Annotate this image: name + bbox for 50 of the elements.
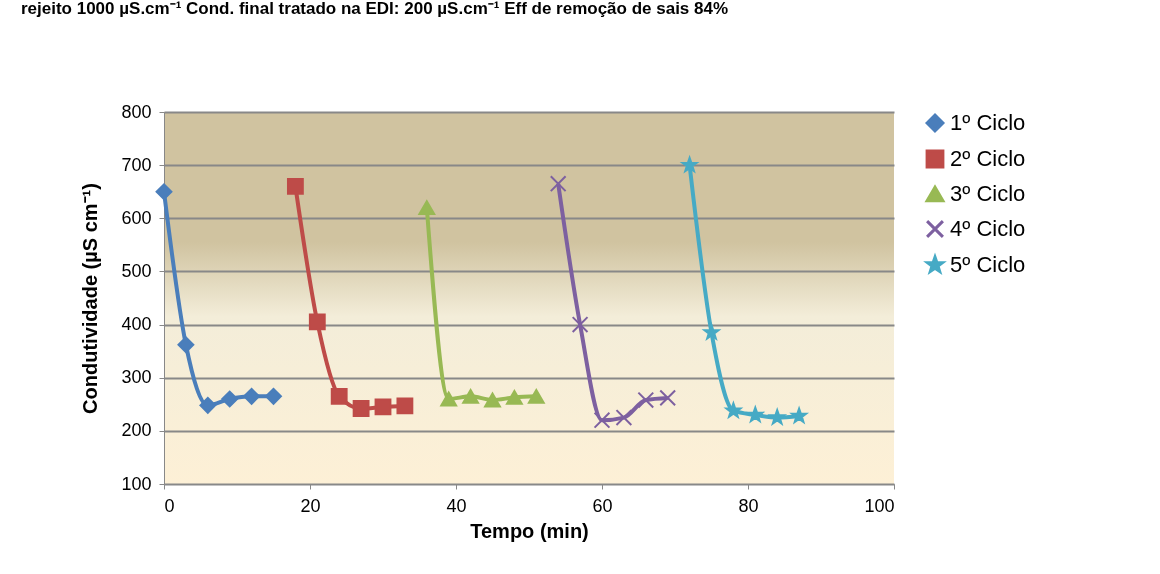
point [265, 387, 282, 405]
chart-title: rejeito 1000 µS.cm⁻¹ Cond. final tratado na EDI: 200 µS.cm⁻¹ Eff de remoção de sais 84% [20, 0, 729, 18]
legend-label: 1º Ciclo [950, 110, 1026, 135]
point [286, 177, 304, 195]
x-tick-label: 80 [738, 495, 759, 516]
point [484, 392, 501, 408]
point [637, 391, 655, 409]
legend-label: 3º Ciclo [950, 181, 1026, 206]
y-tick-label: 600 [121, 207, 152, 228]
y-tick-label: 100 [121, 473, 152, 494]
point [462, 388, 480, 404]
x-tick-label: 0 [164, 495, 175, 516]
point [199, 396, 217, 414]
y-tick-label: 400 [121, 314, 152, 335]
point [593, 411, 611, 429]
point [418, 200, 436, 216]
point [789, 405, 809, 425]
point [615, 409, 633, 426]
point [330, 387, 348, 405]
y-tick-label: 500 [121, 260, 152, 281]
point [703, 324, 720, 340]
point [243, 387, 261, 405]
y-tick-label: 700 [121, 154, 152, 175]
point [221, 390, 239, 408]
point [440, 391, 458, 407]
point [549, 175, 567, 193]
x-axis-title: Tempo (min) [470, 519, 589, 542]
point [505, 389, 523, 405]
point [352, 400, 370, 417]
point [308, 313, 326, 331]
legend-label: 5º Ciclo [950, 252, 1026, 277]
point [571, 316, 589, 333]
point [177, 336, 195, 354]
legend-label: 2º Ciclo [950, 146, 1026, 171]
point [527, 388, 545, 404]
x-tick-label: 20 [300, 495, 321, 516]
point [374, 398, 392, 416]
x-tick-label: 100 [864, 495, 895, 516]
y-axis-title: Condutividade (µS cm⁻¹) [79, 183, 102, 414]
x-tick-label: 40 [446, 495, 467, 516]
legend-label: 4º Ciclo [950, 216, 1026, 241]
point [396, 397, 414, 415]
y-tick-label: 200 [121, 420, 152, 441]
point [769, 409, 786, 425]
point [155, 183, 173, 201]
point [659, 389, 677, 407]
point [747, 406, 764, 422]
y-tick-label: 800 [121, 101, 152, 122]
y-tick-label: 300 [121, 367, 152, 388]
x-tick-label: 60 [592, 495, 613, 516]
